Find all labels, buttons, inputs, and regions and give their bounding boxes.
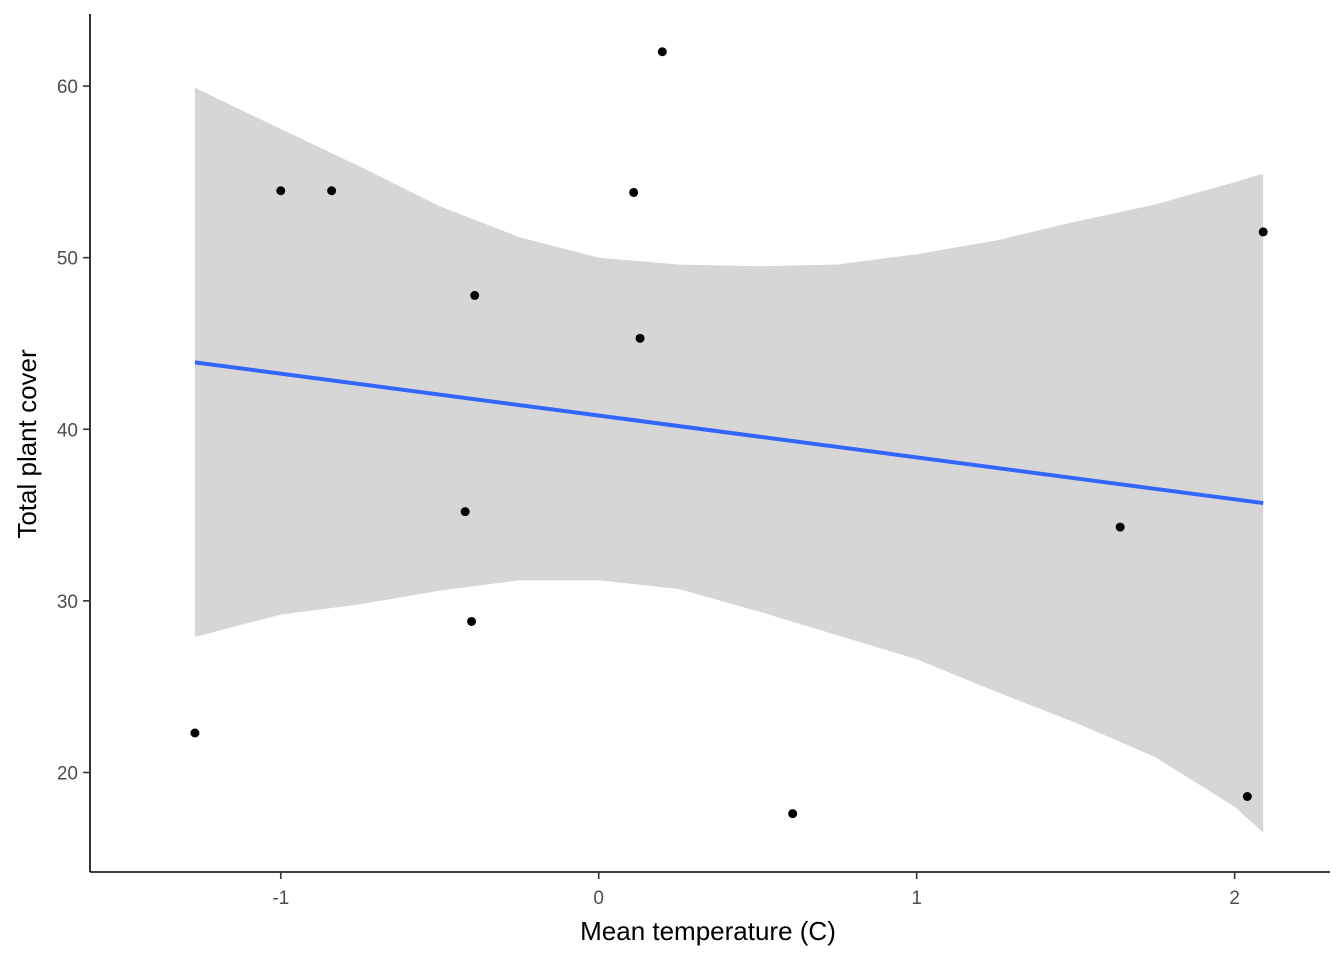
confidence-band-layer bbox=[194, 87, 1264, 833]
confidence-band bbox=[194, 87, 1264, 833]
regression-line bbox=[194, 360, 1264, 506]
x-tick-label-3: 1 bbox=[911, 888, 922, 909]
data-point-3 bbox=[327, 186, 337, 196]
data-points-layer bbox=[190, 47, 1268, 819]
y-tick-label-2: 30 bbox=[57, 592, 78, 613]
axes-layer: -1 0 1 2 20 30 40 50 60 bbox=[57, 14, 1330, 909]
data-point-11 bbox=[1115, 522, 1125, 532]
data-point-4 bbox=[470, 290, 480, 300]
data-point-12 bbox=[1242, 791, 1252, 801]
data-point-13 bbox=[1258, 227, 1268, 237]
data-point-8 bbox=[635, 333, 645, 343]
data-point-7 bbox=[629, 187, 639, 197]
data-point-1 bbox=[190, 728, 200, 738]
y-tick-label-5: 60 bbox=[57, 77, 78, 98]
data-point-2 bbox=[276, 186, 286, 196]
data-point-9 bbox=[657, 47, 667, 57]
y-axis-title: Total plant cover bbox=[12, 349, 42, 539]
x-tick-label-1: -1 bbox=[272, 888, 289, 909]
x-axis-title: Mean temperature (C) bbox=[580, 916, 836, 946]
data-point-5 bbox=[460, 507, 470, 517]
y-tick-label-1: 20 bbox=[57, 763, 78, 784]
fit-line-layer bbox=[194, 360, 1264, 506]
x-tick-label-4: 2 bbox=[1229, 888, 1240, 909]
x-tick-label-2: 0 bbox=[593, 888, 604, 909]
data-point-6 bbox=[467, 616, 477, 626]
y-tick-label-3: 40 bbox=[57, 420, 78, 441]
y-tick-label-4: 50 bbox=[57, 249, 78, 270]
data-point-10 bbox=[788, 809, 798, 819]
